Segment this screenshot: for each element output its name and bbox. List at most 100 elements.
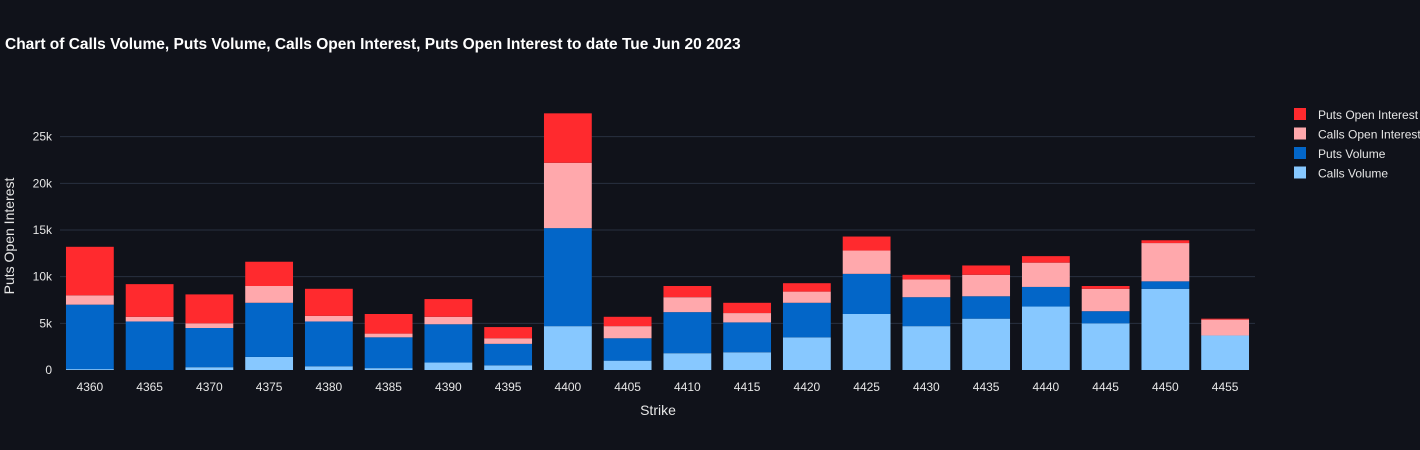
bar-puts-open-interest-4420[interactable] bbox=[782, 283, 831, 292]
bar-puts-volume-4440[interactable] bbox=[1021, 286, 1070, 307]
bar-calls-open-interest-4370[interactable] bbox=[185, 323, 234, 328]
bar-puts-open-interest-4400[interactable] bbox=[543, 113, 592, 163]
bar-calls-open-interest-4410[interactable] bbox=[663, 297, 712, 313]
bar-puts-open-interest-4425[interactable] bbox=[842, 236, 891, 251]
bar-calls-volume-4440[interactable] bbox=[1021, 306, 1070, 370]
bar-puts-open-interest-4440[interactable] bbox=[1021, 256, 1070, 263]
bar-puts-volume-4450[interactable] bbox=[1141, 281, 1190, 289]
bar-puts-open-interest-4415[interactable] bbox=[723, 302, 772, 314]
bar-puts-open-interest-4365[interactable] bbox=[125, 284, 174, 317]
y-tick-label: 0 bbox=[45, 363, 52, 377]
bar-calls-volume-4415[interactable] bbox=[723, 352, 772, 370]
bar-calls-volume-4455[interactable] bbox=[1201, 335, 1250, 370]
legend-swatch bbox=[1294, 166, 1306, 179]
legend-item-puts-open-interest[interactable]: Puts Open Interest bbox=[1294, 108, 1419, 122]
bar-calls-open-interest-4380[interactable] bbox=[304, 315, 353, 322]
bar-puts-volume-4395[interactable] bbox=[484, 343, 533, 366]
legend-label: Puts Open Interest bbox=[1318, 108, 1419, 122]
bar-puts-open-interest-4360[interactable] bbox=[65, 246, 114, 296]
bar-calls-volume-4425[interactable] bbox=[842, 314, 891, 370]
bar-calls-volume-4385[interactable] bbox=[364, 368, 413, 370]
bar-puts-open-interest-4435[interactable] bbox=[962, 265, 1011, 275]
bar-puts-volume-4385[interactable] bbox=[364, 337, 413, 369]
bar-calls-open-interest-4445[interactable] bbox=[1081, 288, 1130, 312]
bar-calls-open-interest-4365[interactable] bbox=[125, 316, 174, 322]
bar-calls-open-interest-4390[interactable] bbox=[424, 316, 473, 325]
bar-puts-open-interest-4405[interactable] bbox=[603, 316, 652, 327]
bar-calls-volume-4445[interactable] bbox=[1081, 323, 1130, 370]
bar-calls-open-interest-4440[interactable] bbox=[1021, 262, 1070, 287]
legend-label: Calls Volume bbox=[1318, 167, 1388, 181]
x-tick-label: 4385 bbox=[375, 380, 402, 394]
bar-puts-volume-4425[interactable] bbox=[842, 273, 891, 314]
y-tick-label: 20k bbox=[33, 176, 53, 190]
legend-item-calls-volume[interactable]: Calls Volume bbox=[1294, 166, 1388, 181]
gridlines bbox=[60, 136, 1255, 324]
bar-calls-open-interest-4395[interactable] bbox=[484, 338, 533, 344]
x-axis-ticks: 4360 4365 4370 4375 4380 4385 4390 4395 4400 4405… bbox=[77, 380, 1239, 394]
x-tick-label: 4380 bbox=[316, 380, 343, 394]
bar-calls-open-interest-4435[interactable] bbox=[962, 274, 1011, 297]
bar-puts-volume-4390[interactable] bbox=[424, 324, 473, 363]
legend[interactable]: Puts Open Interest Calls Open Interest Put… bbox=[1294, 108, 1420, 181]
legend-item-calls-open-interest[interactable]: Calls Open Interest bbox=[1294, 127, 1420, 142]
bar-calls-open-interest-4360[interactable] bbox=[65, 295, 114, 305]
bar-calls-volume-4430[interactable] bbox=[902, 326, 951, 370]
bar-calls-open-interest-4450[interactable] bbox=[1141, 243, 1190, 282]
bar-puts-open-interest-4375[interactable] bbox=[245, 261, 294, 286]
bar-calls-volume-4375[interactable] bbox=[245, 356, 294, 370]
bar-puts-open-interest-4445[interactable] bbox=[1081, 286, 1130, 289]
bar-puts-open-interest-4370[interactable] bbox=[185, 294, 234, 324]
bar-puts-volume-4400[interactable] bbox=[543, 228, 592, 327]
bar-calls-open-interest-4375[interactable] bbox=[245, 286, 294, 303]
bar-puts-volume-4445[interactable] bbox=[1081, 311, 1130, 324]
x-tick-label: 4370 bbox=[196, 380, 223, 394]
legend-swatch bbox=[1294, 108, 1306, 120]
bar-calls-volume-4370[interactable] bbox=[185, 367, 234, 370]
bar-puts-volume-4360[interactable] bbox=[65, 304, 114, 370]
legend-item-puts-volume[interactable]: Puts Volume bbox=[1294, 147, 1386, 161]
x-tick-label: 4445 bbox=[1092, 380, 1119, 394]
bar-calls-open-interest-4385[interactable] bbox=[364, 333, 413, 338]
bar-calls-open-interest-4430[interactable] bbox=[902, 279, 951, 298]
bar-calls-volume-4420[interactable] bbox=[782, 337, 831, 370]
bar-puts-volume-4430[interactable] bbox=[902, 297, 951, 327]
bar-puts-volume-4410[interactable] bbox=[663, 312, 712, 354]
bar-puts-open-interest-4390[interactable] bbox=[424, 299, 473, 317]
bar-puts-open-interest-4430[interactable] bbox=[902, 274, 951, 280]
x-tick-label: 4360 bbox=[77, 380, 104, 394]
bar-calls-open-interest-4405[interactable] bbox=[603, 326, 652, 339]
bar-puts-open-interest-4410[interactable] bbox=[663, 286, 712, 298]
bar-calls-volume-4360[interactable] bbox=[65, 369, 114, 370]
bar-calls-volume-4390[interactable] bbox=[424, 362, 473, 370]
bar-calls-open-interest-4455[interactable] bbox=[1201, 319, 1250, 336]
bar-puts-volume-4365[interactable] bbox=[125, 321, 174, 370]
bar-puts-volume-4380[interactable] bbox=[304, 321, 353, 367]
x-tick-label: 4440 bbox=[1033, 380, 1060, 394]
bar-puts-open-interest-4455[interactable] bbox=[1201, 318, 1250, 320]
bar-puts-volume-4415[interactable] bbox=[723, 322, 772, 353]
bar-puts-open-interest-4395[interactable] bbox=[484, 327, 533, 339]
bar-calls-open-interest-4400[interactable] bbox=[543, 162, 592, 229]
bar-calls-volume-4450[interactable] bbox=[1141, 288, 1190, 370]
bar-calls-volume-4395[interactable] bbox=[484, 365, 533, 370]
bar-puts-volume-4370[interactable] bbox=[185, 328, 234, 368]
bar-puts-open-interest-4385[interactable] bbox=[364, 314, 413, 334]
bar-calls-volume-4435[interactable] bbox=[962, 318, 1011, 370]
x-tick-label: 4415 bbox=[734, 380, 761, 394]
bar-puts-open-interest-4380[interactable] bbox=[304, 288, 353, 316]
bar-calls-volume-4410[interactable] bbox=[663, 353, 712, 370]
bar-calls-open-interest-4425[interactable] bbox=[842, 250, 891, 274]
bar-puts-volume-4405[interactable] bbox=[603, 338, 652, 361]
bar-calls-volume-4400[interactable] bbox=[543, 326, 592, 370]
bar-puts-volume-4435[interactable] bbox=[962, 296, 1011, 319]
bar-calls-volume-4405[interactable] bbox=[603, 360, 652, 370]
bar-calls-open-interest-4415[interactable] bbox=[723, 313, 772, 323]
bar-calls-open-interest-4420[interactable] bbox=[782, 291, 831, 303]
y-tick-label: 25k bbox=[33, 130, 53, 144]
bar-puts-open-interest-4450[interactable] bbox=[1141, 240, 1190, 244]
bar-puts-volume-4420[interactable] bbox=[782, 302, 831, 338]
bar-puts-volume-4375[interactable] bbox=[245, 302, 294, 357]
bar-calls-volume-4380[interactable] bbox=[304, 366, 353, 370]
